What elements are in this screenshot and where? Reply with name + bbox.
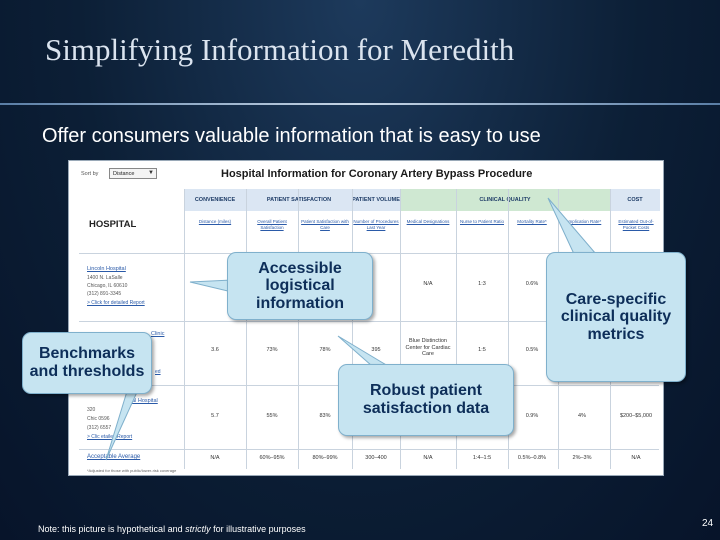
hospital-name-link[interactable]: Clinic xyxy=(151,331,165,337)
pointer-benchmarks xyxy=(105,387,139,461)
column-header-nurse-ratio[interactable]: Nurse to Patient Ratio xyxy=(459,219,505,224)
group-cost: COST xyxy=(610,189,660,211)
group-convenience: CONVENIENCE xyxy=(184,189,246,211)
hospital-column-header: HOSPITAL xyxy=(89,219,137,230)
cell-overall-satisfaction: 60%–95% xyxy=(259,455,285,461)
hospital-address: 1400 N. LaSalle xyxy=(87,275,123,281)
callout-benchmarks-text: Benchmarks and thresholds xyxy=(29,345,145,380)
cell-complication: 4% xyxy=(578,413,586,419)
hospital-city: Chicago, IL 60610 xyxy=(87,283,128,289)
hospital-phone: (312) 891-3345 xyxy=(87,291,122,297)
cell-nurse-ratio: 1:4–1:5 xyxy=(472,455,492,461)
column-header-satisfaction-care[interactable]: Patient Satisfaction with Care xyxy=(301,219,349,230)
callout-accessible-text: Accessible logistical information xyxy=(256,259,344,312)
column-header-distance[interactable]: Distance (miles) xyxy=(198,219,232,224)
pointer-robust xyxy=(337,335,390,367)
grid-line xyxy=(508,189,509,469)
sort-select-value: Distance xyxy=(113,171,135,177)
grid-line xyxy=(79,321,659,322)
cell-distance: N/A xyxy=(210,455,220,461)
grid-line xyxy=(298,189,299,469)
cell-procedures: 300–400 xyxy=(365,455,387,461)
callout-benchmarks: Benchmarks and thresholds xyxy=(22,332,152,394)
grid-line xyxy=(246,189,247,469)
grid-line xyxy=(352,189,353,469)
report-toolbar: Sort by Distance ▼ Hospital Information … xyxy=(69,161,663,187)
note-text-start: Note: this picture is hypothetical and xyxy=(38,524,186,534)
column-header-complication[interactable]: Complication Rate* xyxy=(562,219,602,224)
slide-subtitle: Offer consumers valuable information tha… xyxy=(42,125,541,147)
cell-satisfaction-care: 78% xyxy=(319,347,331,353)
column-header-cost[interactable]: Estimated Out-of-Pocket Costs xyxy=(618,219,654,230)
cell-mortality: 0.9% xyxy=(525,413,539,419)
cell-mortality: 0.5%–0.8% xyxy=(517,455,547,461)
column-header-procedures[interactable]: Number of Procedures Last Year xyxy=(353,219,399,230)
group-clinical-quality: CLINICAL QUALITY xyxy=(400,189,610,211)
pointer-accessible xyxy=(189,279,233,293)
title-divider xyxy=(0,103,720,105)
grid-line xyxy=(400,189,401,469)
note-text-emphasis: strictly xyxy=(185,524,211,534)
cell-cost: $200–$5,000 xyxy=(619,413,653,419)
callout-robust-text: Robust patient satisfaction data xyxy=(362,382,490,417)
hospital-city: Chic 0596 xyxy=(87,416,110,422)
hospital-address: 320 xyxy=(87,407,96,413)
cell-nurse-ratio: 1:5 xyxy=(478,347,486,353)
acceptable-average-link[interactable]: Acceptable Average xyxy=(87,454,141,460)
slide-title: Simplifying Information for Meredith xyxy=(45,32,515,67)
cell-designations: N/A xyxy=(423,455,433,461)
illustrative-note: Note: this picture is hypothetical and s… xyxy=(38,524,306,534)
cell-overall-satisfaction: 73% xyxy=(266,347,278,353)
grid-line xyxy=(79,449,659,450)
page-number: 24 xyxy=(702,518,714,529)
cell-mortality: 0.5% xyxy=(525,347,539,353)
grid-line xyxy=(184,189,185,469)
detailed-report-link[interactable]: > Clic etailed Report xyxy=(87,434,133,440)
grid-line xyxy=(456,189,457,469)
sort-by-label: Sort by xyxy=(81,171,99,177)
report-footnote: *Adjusted for those with public/lower-ri… xyxy=(87,468,177,473)
column-header-mortality[interactable]: Mortality Rate* xyxy=(517,219,547,224)
report-title: Hospital Information for Coronary Artery… xyxy=(221,168,533,180)
column-header-overall-satisfaction[interactable]: Overall Patient Satisfaction xyxy=(257,219,287,230)
hospital-name-link[interactable]: Lincoln Hospital xyxy=(87,266,126,272)
sort-select[interactable]: Distance ▼ xyxy=(109,168,157,179)
hospital-name-link[interactable]: nal Hospital xyxy=(129,398,158,404)
callout-care-text: Care-specific clinical quality metrics xyxy=(560,290,672,343)
cell-distance: 5.7 xyxy=(211,413,219,419)
cell-cost: N/A xyxy=(631,455,641,461)
column-header-designations[interactable]: Medical Designations xyxy=(406,219,450,224)
cell-overall-satisfaction: 55% xyxy=(266,413,278,419)
cell-procedures: 395 xyxy=(371,347,381,353)
cell-nurse-ratio: 1:3 xyxy=(478,281,486,287)
callout-robust: Robust patient satisfaction data xyxy=(338,364,514,436)
detailed-report-link[interactable]: > Click for detailed Report xyxy=(87,300,145,306)
detailed-report-link[interactable]: ed xyxy=(155,369,161,375)
cell-satisfaction-care: 80%–99% xyxy=(312,455,338,461)
pointer-care xyxy=(547,197,598,255)
callout-care: Care-specific clinical quality metrics xyxy=(546,252,686,382)
callout-accessible: Accessible logistical information xyxy=(227,252,373,320)
chevron-down-icon: ▼ xyxy=(148,170,154,176)
cell-complication: 2%–3% xyxy=(572,455,592,461)
cell-designations: N/A xyxy=(423,281,433,287)
cell-distance: 3.6 xyxy=(211,347,219,353)
cell-satisfaction-care: 83% xyxy=(319,413,331,419)
hospital-phone: (312) 6557 xyxy=(87,425,112,431)
cell-mortality: 0.6% xyxy=(525,281,539,287)
group-patient-volume: PATIENT VOLUME xyxy=(352,189,400,211)
cell-designations: Blue Distinction Center for Cardiac Care xyxy=(405,338,451,358)
note-text-end: for illustrative purposes xyxy=(210,524,306,534)
